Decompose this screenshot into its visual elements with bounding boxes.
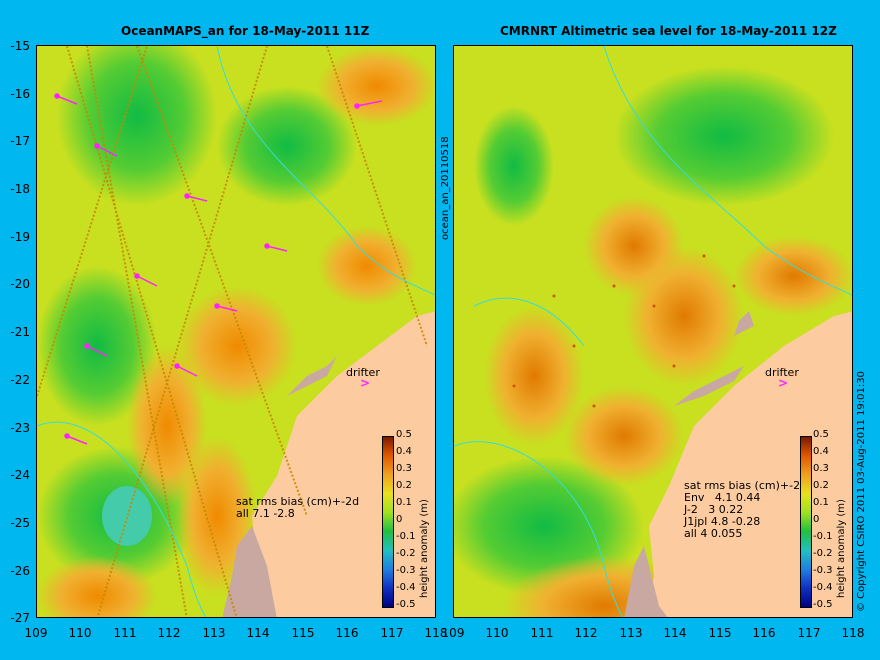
right-drifter-arrow-icon: >	[778, 376, 789, 390]
y-tick: -17	[10, 134, 30, 148]
left-colorbar-label: height anomaly (m)	[419, 499, 430, 598]
colorbar-tick: 0.1	[813, 497, 829, 508]
colorbar-tick: 0.1	[396, 497, 412, 508]
colorbar-tick: -0.2	[813, 548, 833, 559]
x-tick: 114	[663, 626, 687, 640]
colorbar-tick: 0.3	[813, 463, 829, 474]
y-tick: -20	[10, 277, 30, 291]
left-panel-title: OceanMAPS_an for 18-May-2011 11Z	[121, 24, 370, 38]
x-tick: 116	[335, 626, 359, 640]
left-colorbar	[382, 436, 394, 608]
right-stats-note: sat rms bias (cm)+-2d Env 4.1 0.44 J-2 3…	[684, 479, 808, 540]
colorbar-tick: 0.2	[813, 480, 829, 491]
colorbar-tick: 0.5	[813, 429, 829, 440]
y-tick: -24	[10, 468, 30, 482]
x-tick: 109	[24, 626, 48, 640]
y-tick: -23	[10, 421, 30, 435]
y-tick: -25	[10, 516, 30, 530]
x-tick: 117	[797, 626, 821, 640]
x-tick: 117	[380, 626, 404, 640]
colorbar-tick: -0.4	[396, 582, 416, 593]
y-tick: -22	[10, 373, 30, 387]
x-tick: 114	[246, 626, 270, 640]
right-drifter-label: drifter	[765, 366, 799, 379]
colorbar-tick: -0.3	[813, 565, 833, 576]
colorbar-tick: 0.4	[396, 446, 412, 457]
right-colorbar-label: height anomaly (m)	[836, 499, 847, 598]
y-tick: -21	[10, 325, 30, 339]
right-colorbar	[800, 436, 812, 608]
y-tick: -16	[10, 87, 30, 101]
left-stats-note: sat rms bias (cm)+-2d all 7.1 -2.8	[236, 495, 360, 520]
colorbar-tick: 0	[396, 514, 403, 525]
colorbar-tick: -0.5	[396, 599, 416, 610]
x-tick: 115	[291, 626, 315, 640]
right-map	[453, 45, 853, 618]
x-tick: 110	[485, 626, 509, 640]
x-tick: 109	[441, 626, 465, 640]
colorbar-tick: 0.5	[396, 429, 412, 440]
colorbar-tick: -0.5	[813, 599, 833, 610]
run-id-label: ocean_an_20110518	[440, 136, 451, 240]
x-tick: 112	[574, 626, 598, 640]
y-tick: -18	[10, 182, 30, 196]
x-tick: 118	[841, 626, 865, 640]
left-map	[36, 45, 436, 618]
y-tick: -19	[10, 230, 30, 244]
left-drifter-label: drifter	[346, 366, 380, 379]
copyright-label: © Copyright CSIRO 2011 03-Aug-2011 19:01…	[856, 371, 867, 612]
colorbar-tick: -0.2	[396, 548, 416, 559]
x-tick: 110	[68, 626, 92, 640]
x-tick: 115	[708, 626, 732, 640]
colorbar-tick: -0.3	[396, 565, 416, 576]
left-drifter-arrow-icon: >	[360, 376, 371, 390]
colorbar-tick: 0.2	[396, 480, 412, 491]
colorbar-tick: 0.4	[813, 446, 829, 457]
x-tick: 113	[619, 626, 643, 640]
colorbar-tick: 0.3	[396, 463, 412, 474]
x-tick: 116	[752, 626, 776, 640]
x-tick: 111	[530, 626, 554, 640]
y-tick: -26	[10, 564, 30, 578]
colorbar-tick: 0	[813, 514, 820, 525]
y-tick: -27	[10, 611, 30, 625]
colorbar-tick: -0.4	[813, 582, 833, 593]
x-tick: 113	[202, 626, 226, 640]
x-tick: 111	[113, 626, 137, 640]
right-panel-title: CMRNRT Altimetric sea level for 18-May-2…	[500, 24, 837, 38]
x-tick: 118	[424, 626, 448, 640]
x-tick: 112	[157, 626, 181, 640]
y-tick: -15	[10, 39, 30, 53]
colorbar-tick: -0.1	[813, 531, 833, 542]
colorbar-tick: -0.1	[396, 531, 416, 542]
